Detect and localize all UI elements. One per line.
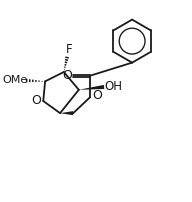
Text: F: F [66,43,73,56]
Text: O: O [62,69,72,82]
Polygon shape [79,85,104,90]
Text: OMe: OMe [2,75,27,85]
Text: OH: OH [105,80,123,94]
Text: O: O [92,89,102,102]
Polygon shape [60,111,73,115]
Text: O: O [31,94,41,107]
